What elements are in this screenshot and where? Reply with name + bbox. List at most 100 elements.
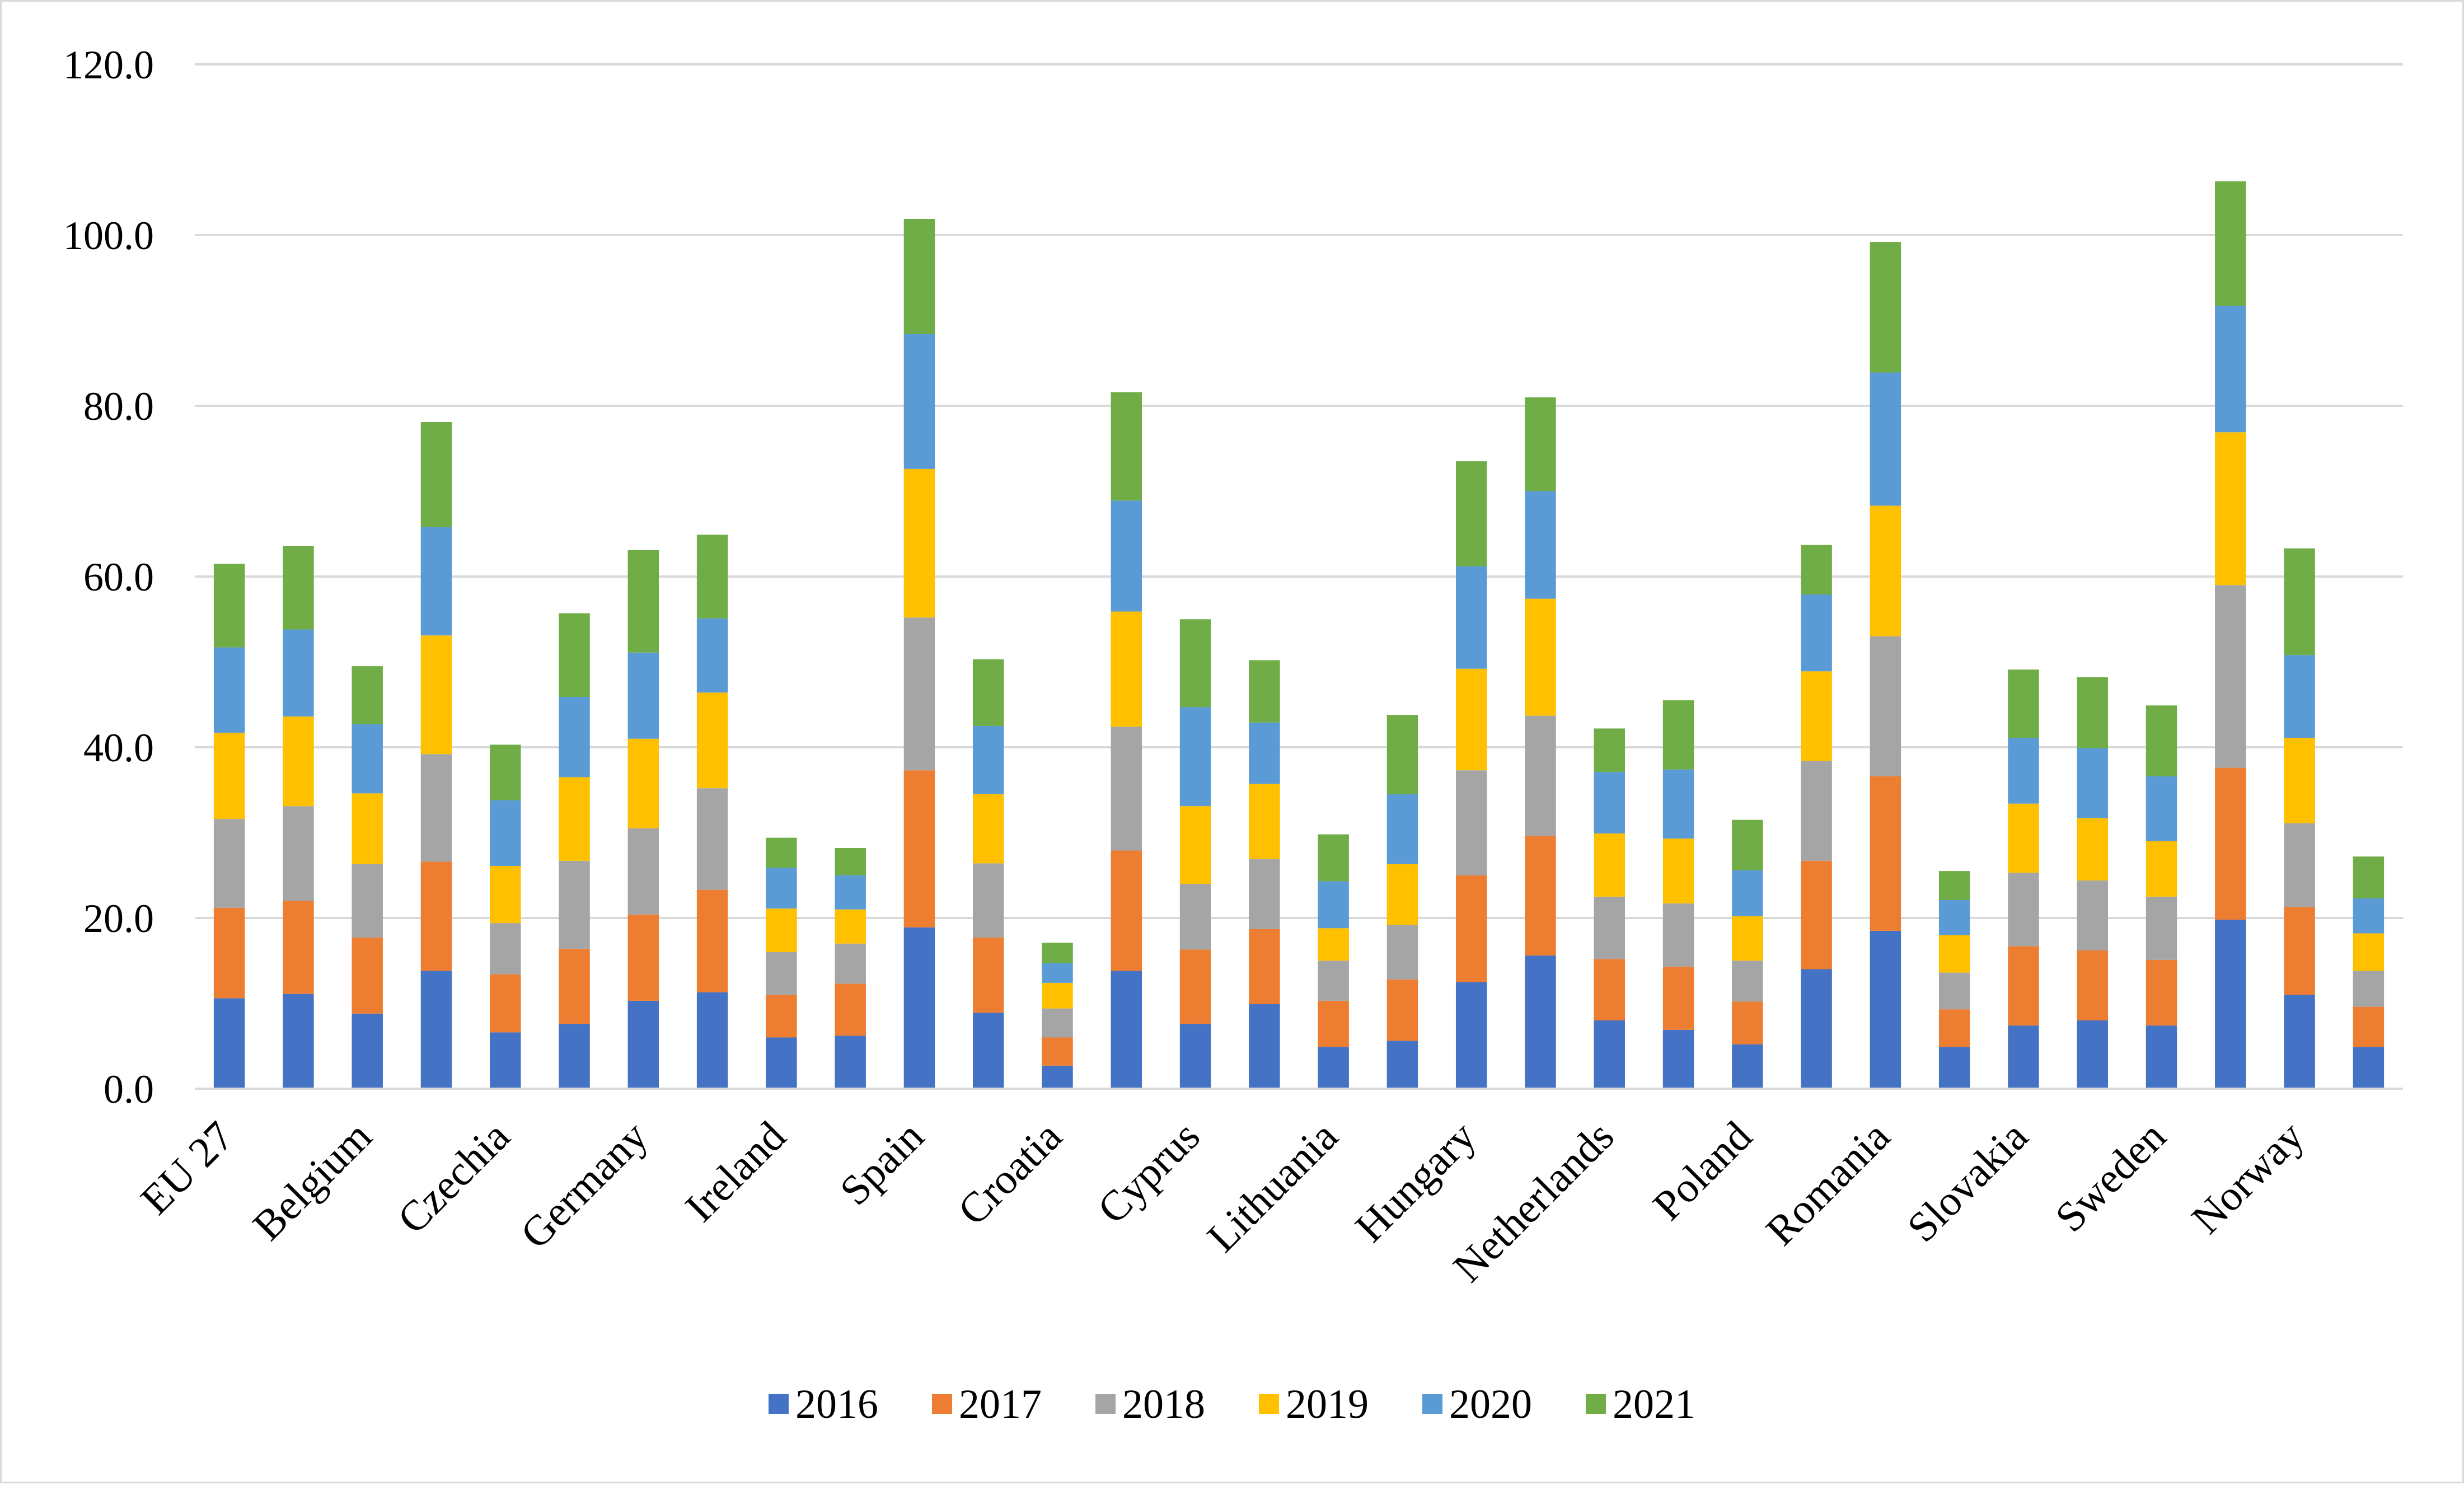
bar-segment-2019 xyxy=(1042,982,1073,1009)
bar-segment-2018 xyxy=(1042,1008,1073,1038)
bar-segment-2020 xyxy=(903,334,935,469)
bar-segment-2018 xyxy=(1179,884,1211,950)
bar-segment-2017 xyxy=(1042,1037,1073,1066)
bar-segment-2016 xyxy=(2353,1047,2385,1089)
bar-segment-2020 xyxy=(1594,772,1626,834)
bar-segment-2016 xyxy=(1662,1029,1694,1089)
bar-segment-2019 xyxy=(490,865,521,924)
bar-segment-2020 xyxy=(1938,900,1970,935)
bar-segment-2019 xyxy=(2146,841,2177,897)
x-tick-label: Belgium xyxy=(244,1113,381,1250)
bar-segment-2021 xyxy=(2215,181,2246,306)
bar-segment-2021 xyxy=(283,546,314,630)
bar-segment-2017 xyxy=(835,983,866,1036)
bar-segment-2020 xyxy=(1662,769,1694,839)
bar-segment-2018 xyxy=(2284,823,2315,907)
bar-segment-2016 xyxy=(835,1036,866,1089)
bar-segment-2017 xyxy=(1249,929,1280,1005)
bar-segment-2016 xyxy=(420,971,452,1089)
bar-segment-2019 xyxy=(559,777,590,861)
bar-segment-2019 xyxy=(1870,505,1901,636)
x-tick-label: Hungary xyxy=(1346,1113,1484,1251)
bar-segment-2016 xyxy=(559,1024,590,1089)
bar-segment-2017 xyxy=(972,938,1004,1013)
bar-segment-2017 xyxy=(490,974,521,1033)
bar-segment-2018 xyxy=(2077,880,2108,950)
legend-swatch xyxy=(932,1394,952,1414)
bar-segment-2017 xyxy=(903,770,935,927)
x-tick-label: Norway xyxy=(2183,1113,2313,1243)
bar-segment-2017 xyxy=(283,901,314,994)
bar-segment-2020 xyxy=(213,647,245,733)
bar-segment-2020 xyxy=(1318,881,1349,929)
bar-segment-2020 xyxy=(1042,963,1073,983)
bar-segment-2020 xyxy=(1386,794,1418,864)
y-tick-label: 120.0 xyxy=(63,43,154,87)
bar-segment-2020 xyxy=(766,868,797,909)
bar-segment-2021 xyxy=(1386,715,1418,794)
bar-segment-2016 xyxy=(2215,920,2246,1089)
bar-segment-2017 xyxy=(1662,966,1694,1030)
bar-segment-2016 xyxy=(1870,930,1901,1089)
bar-segment-2021 xyxy=(490,744,521,800)
bar-segment-2018 xyxy=(559,860,590,949)
x-tick-label: Poland xyxy=(1644,1113,1761,1230)
bar-segment-2018 xyxy=(1662,903,1694,967)
bar-segment-2020 xyxy=(2008,738,2039,804)
legend-swatch xyxy=(1259,1394,1279,1414)
bar-segment-2018 xyxy=(213,819,245,908)
bar-segment-2021 xyxy=(1870,242,1901,373)
legend-label: 2020 xyxy=(1449,1381,1532,1427)
bar-segment-2021 xyxy=(1801,545,1832,595)
bar-segment-2020 xyxy=(2284,655,2315,738)
bar-segment-2016 xyxy=(766,1037,797,1089)
bar-segment-2016 xyxy=(1525,955,1556,1089)
bar-segment-2021 xyxy=(2146,705,2177,776)
bar-segment-2018 xyxy=(420,754,452,862)
bar-segment-2021 xyxy=(1594,728,1626,772)
bar-segment-2021 xyxy=(1249,660,1280,723)
bar-segment-2016 xyxy=(1801,969,1832,1089)
bar-segment-2016 xyxy=(1732,1044,1763,1089)
bar-segment-2017 xyxy=(1525,836,1556,956)
bar-segment-2021 xyxy=(1662,700,1694,770)
y-tick-label: 20.0 xyxy=(83,896,154,941)
bar-segment-2017 xyxy=(2284,907,2315,995)
legend-label: 2018 xyxy=(1122,1381,1205,1427)
bar-segment-2016 xyxy=(1455,982,1487,1089)
y-tick-label: 0.0 xyxy=(104,1067,154,1112)
bar-segment-2017 xyxy=(1455,875,1487,982)
bar-segment-2019 xyxy=(2353,933,2385,971)
bar-segment-2019 xyxy=(2215,432,2246,585)
bar-segment-2017 xyxy=(1111,850,1142,971)
bar-segment-2020 xyxy=(352,724,383,794)
x-tick-label: Sweden xyxy=(2046,1113,2175,1242)
legend-swatch xyxy=(769,1394,789,1414)
bar-segment-2019 xyxy=(1801,671,1832,761)
bar-segment-2018 xyxy=(903,617,935,771)
bar-segment-2021 xyxy=(2284,548,2315,655)
bar-segment-2020 xyxy=(1179,707,1211,807)
bar-segment-2021 xyxy=(1042,943,1073,963)
y-tick-label: 100.0 xyxy=(63,213,154,258)
legend-label: 2016 xyxy=(795,1381,878,1427)
bar-segment-2018 xyxy=(1594,896,1626,959)
bar-segment-2016 xyxy=(2146,1025,2177,1089)
bar-segment-2018 xyxy=(283,806,314,901)
bar-segment-2021 xyxy=(420,421,452,527)
bar-segment-2016 xyxy=(2077,1020,2108,1089)
x-tick-label: Ireland xyxy=(676,1113,795,1231)
bar-segment-2019 xyxy=(283,716,314,807)
bar-segment-2020 xyxy=(2146,776,2177,841)
bar-segment-2021 xyxy=(766,837,797,868)
bar-segment-2020 xyxy=(1111,500,1142,612)
x-tick-label: Czechia xyxy=(388,1113,518,1243)
bar-segment-2019 xyxy=(2284,738,2315,823)
bar-segment-2020 xyxy=(1525,491,1556,599)
bar-segment-2020 xyxy=(1455,566,1487,669)
bar-segment-2019 xyxy=(627,738,659,828)
bar-segment-2017 xyxy=(1732,1001,1763,1044)
bar-segment-2018 xyxy=(766,952,797,995)
x-tick-label: EU 27 xyxy=(132,1113,242,1224)
